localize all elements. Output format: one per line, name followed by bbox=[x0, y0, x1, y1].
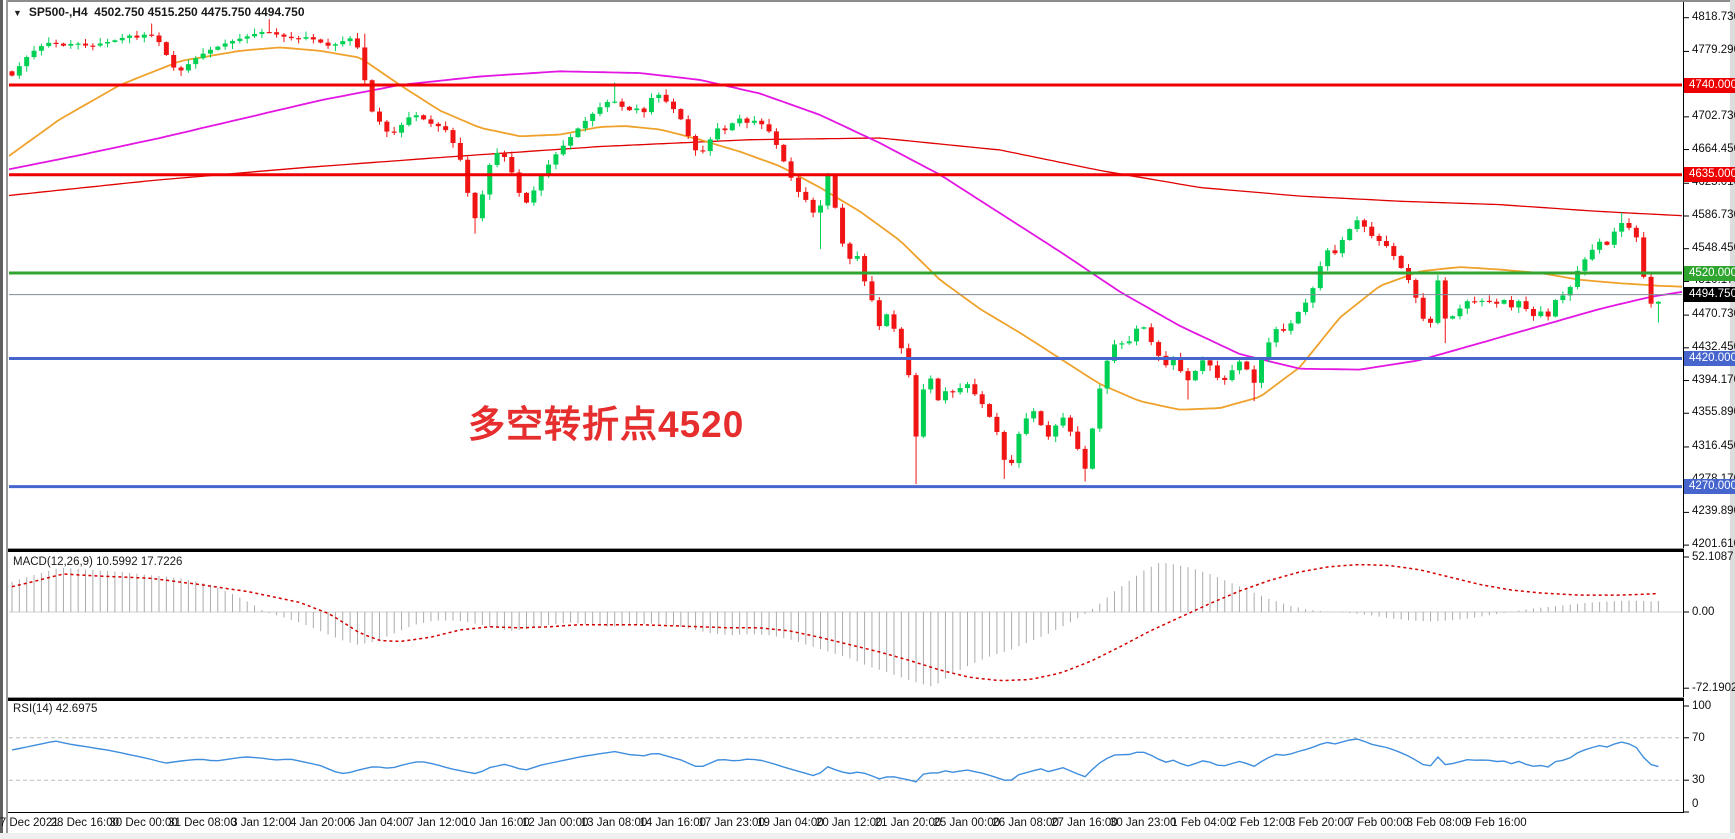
time-label: 4 Jan 20:00 bbox=[289, 817, 351, 829]
price-tick-label: 4664.450 bbox=[1692, 142, 1735, 155]
time-label: 2 Feb 12:00 bbox=[1230, 817, 1292, 829]
macd-axis-label: 0.00 bbox=[1692, 606, 1715, 618]
price-badge-4635.000: 4635.000 bbox=[1684, 167, 1735, 183]
time-label: 13 Jan 08:00 bbox=[580, 817, 648, 829]
ohlc-values: 4502.750 4515.250 4475.750 4494.750 bbox=[94, 5, 305, 19]
time-label: 19 Jan 04:00 bbox=[757, 817, 824, 829]
time-label: 17 Jan 23:00 bbox=[698, 817, 765, 829]
price-tick-label: 4355.890 bbox=[1692, 406, 1735, 419]
symbol-name: SP500-,H4 bbox=[28, 5, 88, 19]
rsi-axis-label: 70 bbox=[1692, 731, 1705, 744]
price-badge-4494.750: 4494.750 bbox=[1684, 287, 1735, 303]
rsi-axis-label: 100 bbox=[1692, 700, 1712, 712]
time-label: 8 Feb 08:00 bbox=[1406, 817, 1468, 829]
time-label: 30 Jan 23:00 bbox=[1109, 817, 1177, 829]
price-tick-label: 4548.450 bbox=[1692, 241, 1735, 254]
price-tick-label: 4394.170 bbox=[1692, 373, 1735, 386]
time-label: 31 Dec 08:00 bbox=[168, 817, 237, 829]
price-tick-label: 4201.610 bbox=[1692, 538, 1735, 551]
price-tick-label: 4779.290 bbox=[1692, 44, 1735, 57]
symbol-dropdown-icon[interactable]: ▼ bbox=[13, 8, 22, 18]
time-label: 10 Jan 16:00 bbox=[463, 817, 530, 829]
macd-axis-label: 52.1087 bbox=[1692, 550, 1734, 563]
time-label: 27 Dec 2021 bbox=[0, 817, 59, 829]
plot-right-border bbox=[1683, 2, 1684, 813]
window-left-edge bbox=[0, 0, 8, 839]
time-label: 25 Jan 00:00 bbox=[933, 817, 1001, 829]
window-bottom-edge bbox=[0, 833, 1735, 839]
price-tick-label: 4586.730 bbox=[1692, 208, 1735, 221]
macd-axis-label: -72.1902 bbox=[1692, 682, 1735, 694]
price-tick-label: 4239.890 bbox=[1692, 505, 1735, 518]
time-label: 14 Jan 16:00 bbox=[639, 817, 707, 829]
time-label: 30 Dec 00:00 bbox=[109, 817, 178, 829]
time-label: 12 Jan 00:00 bbox=[521, 817, 589, 829]
time-label: 20 Jan 12:00 bbox=[815, 817, 883, 829]
price-badge-4520.000: 4520.000 bbox=[1684, 265, 1735, 281]
time-label: 9 Feb 16:00 bbox=[1465, 817, 1527, 829]
chart-title: ▼ SP500-,H4 4502.750 4515.250 4475.750 44… bbox=[13, 5, 305, 19]
price-badge-4270.000: 4270.000 bbox=[1684, 479, 1735, 495]
price-badge-4420.000: 4420.000 bbox=[1684, 350, 1735, 366]
chart-annotation-text[interactable]: 多空转折点4520 bbox=[468, 404, 745, 445]
time-label: 6 Jan 04:00 bbox=[348, 817, 409, 829]
price-tick-label: 4470.730 bbox=[1692, 308, 1735, 321]
macd-indicator-label: MACD(12,26,9) 10.5992 17.7226 bbox=[13, 556, 183, 568]
main-macd-divider[interactable] bbox=[8, 548, 1684, 552]
time-label: 3 Feb 20:00 bbox=[1288, 817, 1351, 829]
price-badge-4740.000: 4740.000 bbox=[1684, 77, 1735, 93]
price-tick-label: 4818.730 bbox=[1692, 10, 1735, 23]
rsi-axis-label: 0 bbox=[1692, 798, 1699, 810]
window-scrollbar-edge[interactable] bbox=[1730, 0, 1735, 839]
time-label: 1 Feb 04:00 bbox=[1171, 817, 1233, 829]
rsi-axis-label: 30 bbox=[1692, 774, 1705, 787]
time-label: 27 Jan 16:00 bbox=[1051, 817, 1118, 829]
time-label: 7 Jan 12:00 bbox=[407, 817, 468, 829]
macd-rsi-divider[interactable] bbox=[8, 697, 1684, 701]
rsi-timeaxis-divider bbox=[8, 812, 1684, 813]
time-label: 28 Dec 16:00 bbox=[50, 817, 120, 829]
time-label: 3 Jan 12:00 bbox=[231, 817, 292, 829]
window-top-edge bbox=[0, 0, 1735, 2]
time-label: 21 Jan 20:00 bbox=[874, 817, 942, 829]
time-label: 7 Feb 00:00 bbox=[1347, 817, 1410, 829]
price-tick-label: 4432.450 bbox=[1692, 340, 1735, 353]
price-tick-label: 4702.730 bbox=[1692, 109, 1735, 122]
time-label: 26 Jan 08:00 bbox=[992, 817, 1059, 829]
rsi-indicator-label: RSI(14) 42.6975 bbox=[13, 703, 98, 715]
price-tick-label: 4316.450 bbox=[1692, 439, 1735, 452]
